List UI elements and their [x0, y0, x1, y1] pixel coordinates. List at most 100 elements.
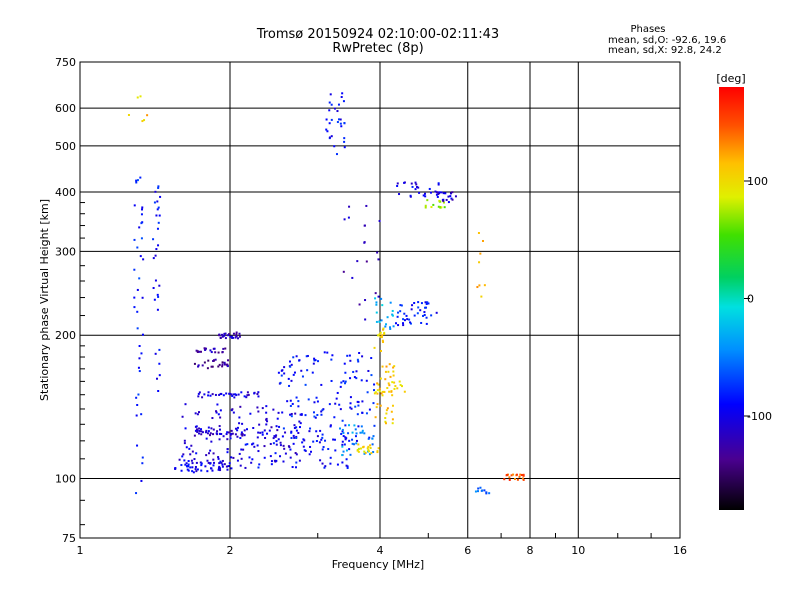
data-point — [181, 415, 184, 418]
data-point — [234, 433, 237, 436]
data-point — [206, 459, 209, 462]
data-point — [189, 453, 192, 456]
data-point — [185, 465, 188, 468]
data-point — [391, 309, 394, 312]
data-point — [220, 392, 223, 395]
data-point — [275, 434, 278, 437]
data-point — [423, 313, 426, 316]
data-point — [154, 352, 157, 355]
data-point — [344, 380, 347, 383]
data-point — [427, 302, 430, 305]
data-point — [156, 308, 159, 311]
data-point — [263, 456, 266, 459]
data-point — [447, 195, 450, 198]
data-point — [512, 473, 515, 476]
data-point — [286, 400, 289, 403]
data-point — [212, 359, 215, 362]
data-point — [315, 430, 318, 433]
data-point — [207, 394, 210, 397]
data-point — [373, 424, 376, 427]
data-point — [266, 420, 269, 423]
data-point — [384, 416, 387, 419]
data-point — [232, 332, 235, 335]
data-point — [228, 333, 231, 336]
data-point — [516, 478, 519, 481]
data-point — [334, 449, 337, 452]
data-point — [136, 246, 139, 249]
data-point — [357, 450, 360, 453]
data-point — [293, 424, 296, 427]
data-point — [274, 435, 277, 438]
data-point — [290, 363, 293, 366]
data-point — [215, 432, 218, 435]
data-point — [276, 429, 279, 432]
data-point — [200, 464, 203, 467]
data-point — [348, 424, 351, 427]
data-point — [376, 251, 379, 254]
data-point — [246, 428, 249, 431]
data-point — [206, 367, 209, 370]
data-point — [218, 428, 221, 431]
data-point — [451, 191, 454, 194]
data-point — [375, 311, 378, 314]
data-point — [229, 434, 232, 437]
data-point — [417, 306, 420, 309]
data-point — [257, 395, 260, 398]
data-point — [442, 198, 445, 201]
data-point — [363, 432, 366, 435]
data-point — [474, 490, 477, 493]
data-point — [295, 436, 298, 439]
data-point — [154, 190, 157, 193]
data-point — [266, 432, 269, 435]
data-point — [388, 390, 391, 393]
data-point — [508, 478, 511, 481]
data-point — [209, 449, 212, 452]
data-point — [135, 414, 138, 417]
data-point — [326, 351, 329, 354]
data-point — [157, 244, 160, 247]
data-point — [140, 213, 143, 216]
data-point — [321, 462, 324, 465]
data-point — [275, 440, 278, 443]
data-point — [204, 348, 207, 351]
data-point — [343, 146, 346, 149]
data-point — [259, 431, 262, 434]
data-point — [189, 466, 192, 469]
data-point — [505, 474, 508, 477]
data-point — [370, 357, 373, 360]
data-point — [374, 416, 377, 419]
data-point — [410, 182, 413, 185]
data-point — [207, 430, 210, 433]
data-point — [336, 110, 339, 113]
data-point — [341, 461, 344, 464]
data-point — [374, 391, 377, 394]
data-point — [402, 324, 405, 327]
data-point — [344, 438, 347, 441]
data-point — [300, 413, 303, 416]
data-point — [411, 304, 414, 307]
data-point — [334, 402, 337, 405]
data-point — [217, 334, 220, 337]
data-point — [138, 345, 141, 348]
data-point — [197, 411, 200, 414]
data-point — [174, 467, 177, 470]
data-point — [336, 463, 339, 466]
data-point — [206, 432, 209, 435]
y-tick-label: 400 — [55, 186, 76, 199]
data-point — [213, 347, 216, 350]
data-point — [381, 339, 384, 342]
data-point — [357, 443, 360, 446]
data-point — [347, 432, 350, 435]
data-point — [420, 302, 423, 305]
data-point — [343, 137, 346, 140]
data-point — [437, 182, 440, 185]
data-point — [200, 428, 203, 431]
data-point — [377, 447, 380, 450]
data-point — [324, 465, 327, 468]
data-points — [127, 92, 525, 495]
data-point — [140, 237, 143, 240]
data-point — [246, 394, 249, 397]
data-point — [136, 310, 139, 313]
data-point — [252, 442, 255, 445]
data-point — [367, 437, 370, 440]
